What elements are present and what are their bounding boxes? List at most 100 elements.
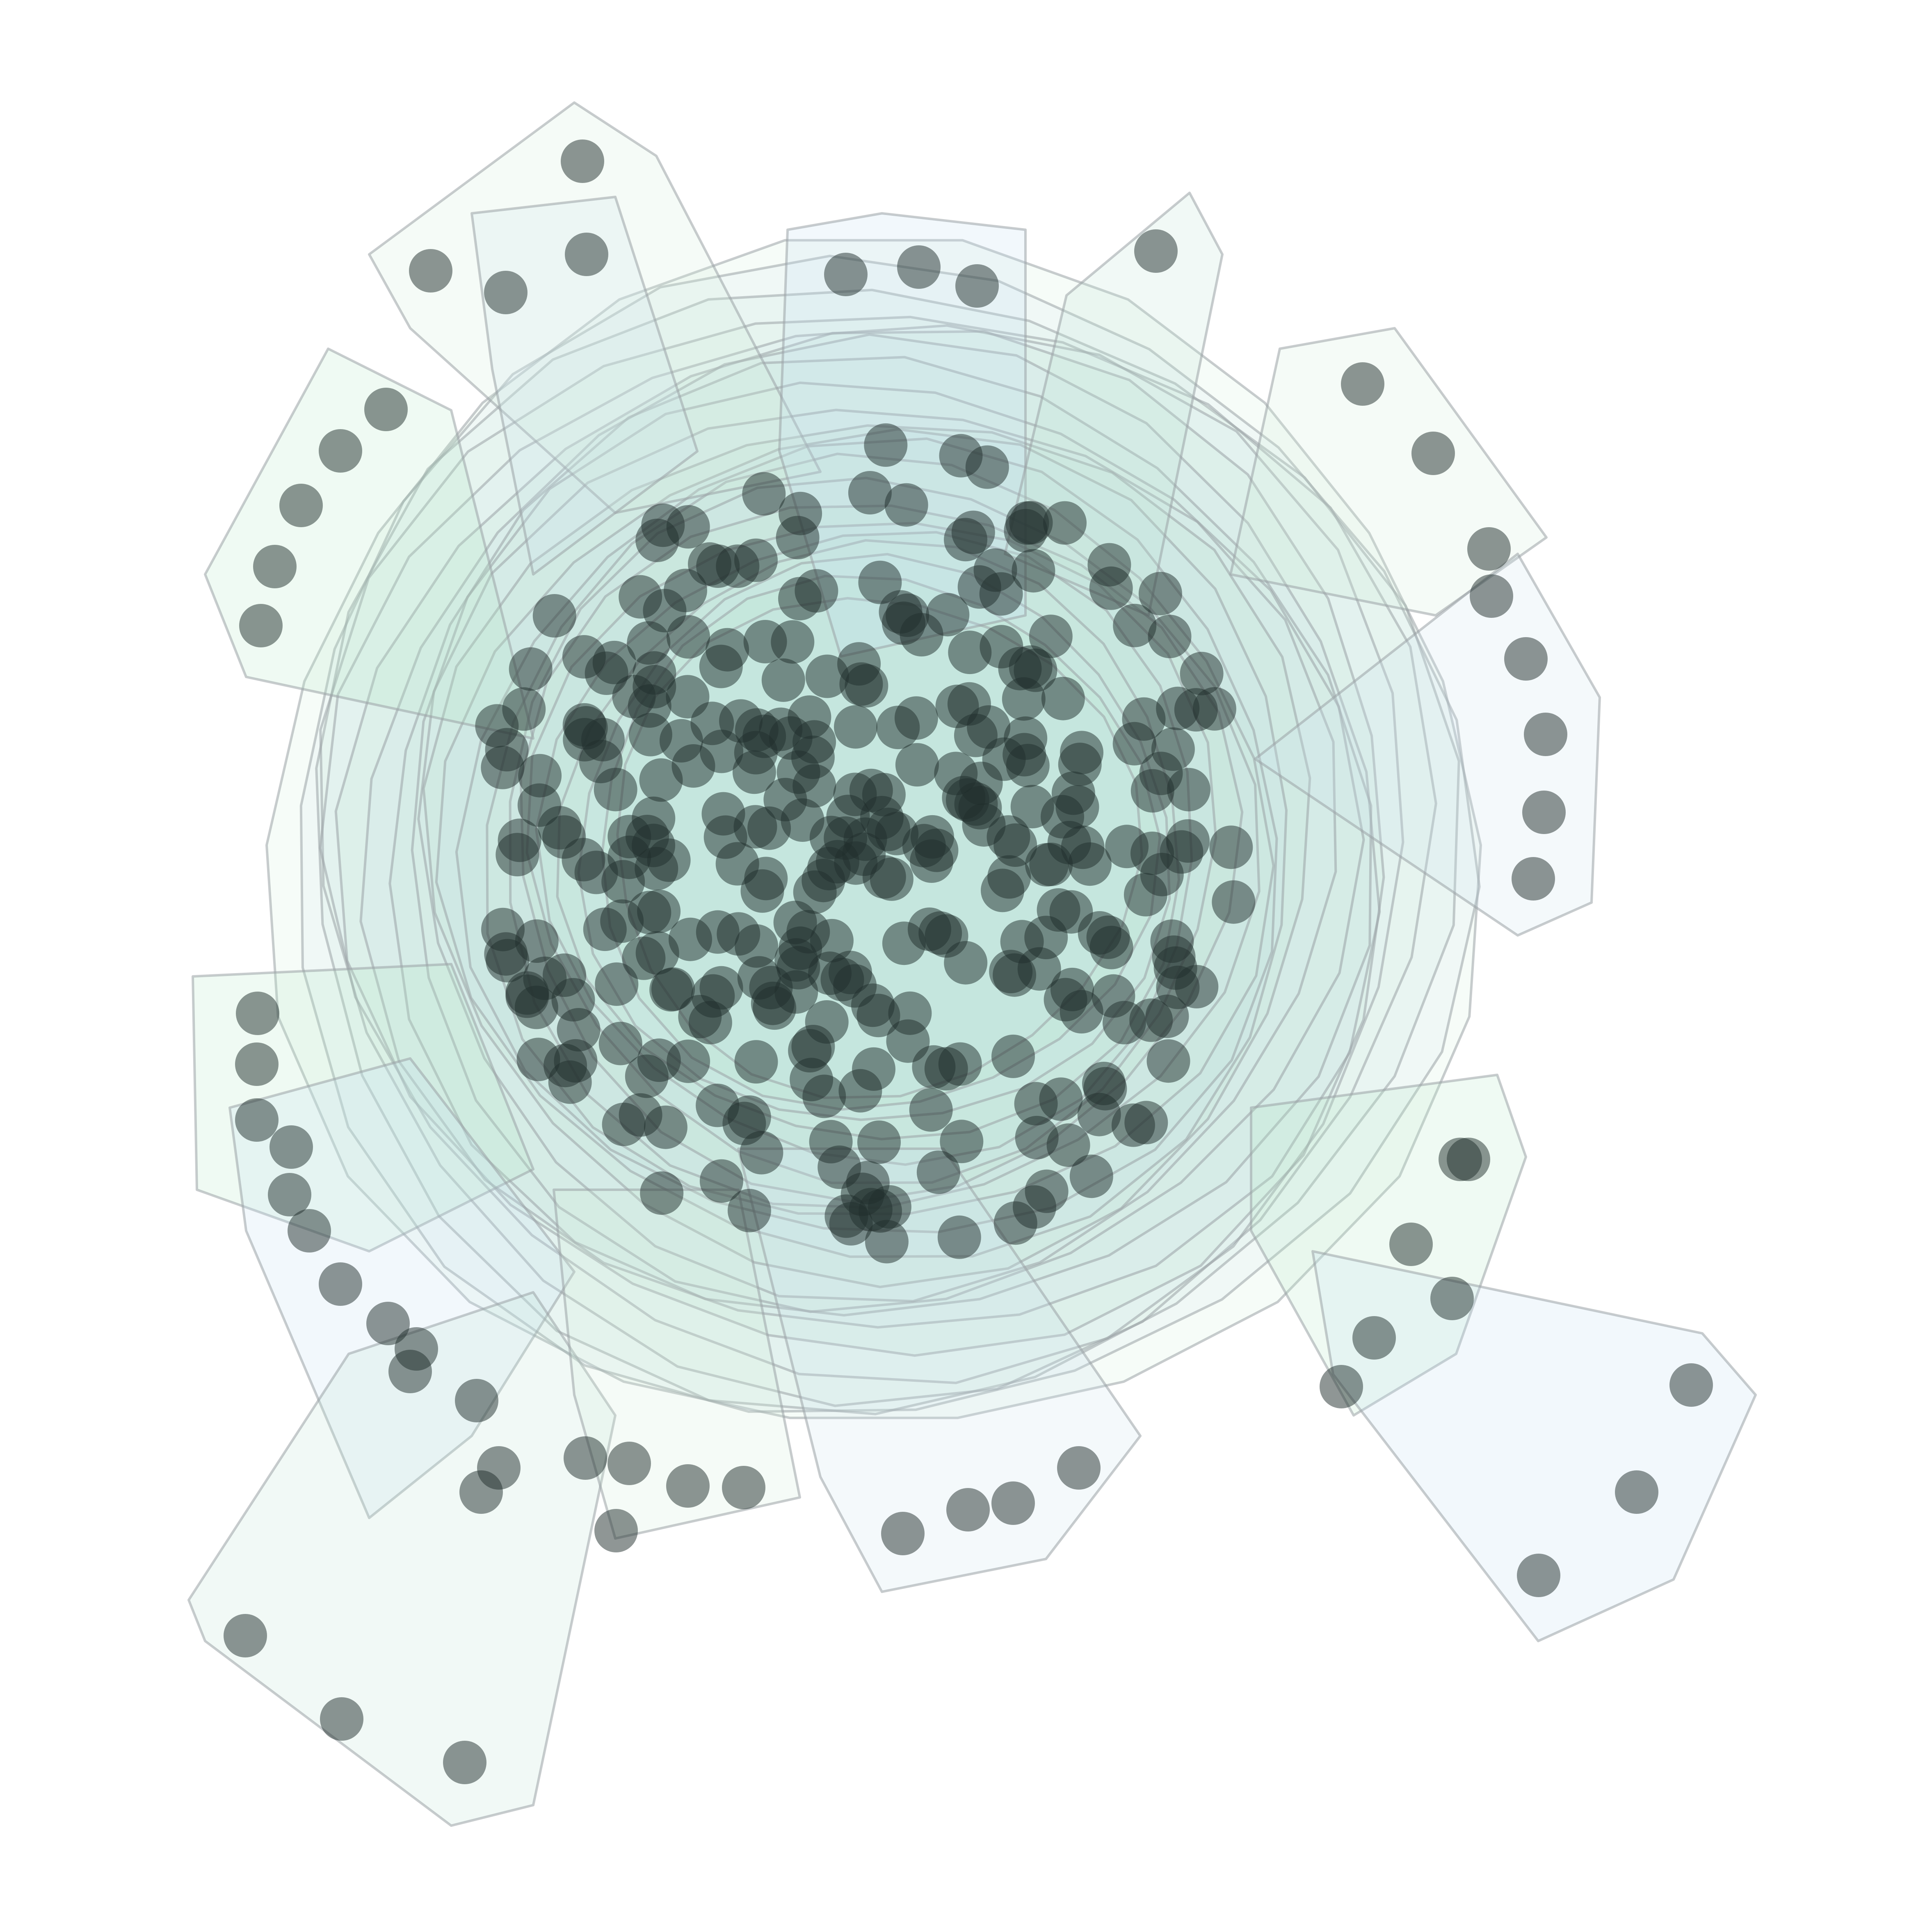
node [1051, 771, 1095, 815]
node [475, 704, 519, 748]
node [514, 985, 558, 1029]
node [1057, 1446, 1101, 1490]
node [959, 761, 1003, 805]
node [564, 1436, 607, 1480]
node [849, 1188, 893, 1232]
node [1447, 1138, 1490, 1181]
node [802, 1074, 846, 1118]
node [1113, 603, 1157, 647]
node [594, 768, 637, 811]
node [734, 1040, 778, 1084]
node [509, 647, 553, 691]
node [717, 912, 760, 956]
node [909, 1088, 953, 1132]
node [1102, 1001, 1146, 1045]
node [288, 1209, 331, 1253]
node [1043, 501, 1087, 545]
node [235, 1042, 279, 1086]
node [481, 907, 525, 951]
node [722, 1102, 766, 1145]
node [987, 815, 1030, 859]
node [268, 1173, 311, 1216]
group-hull [368, 101, 822, 514]
node [543, 953, 586, 997]
node [1041, 677, 1085, 720]
node [912, 1045, 956, 1089]
node [1009, 501, 1053, 545]
node [622, 936, 666, 980]
node [565, 233, 608, 276]
node [876, 706, 920, 750]
node [991, 1481, 1035, 1525]
node [562, 838, 605, 882]
node [1166, 819, 1210, 863]
node [632, 796, 676, 840]
node [773, 901, 817, 944]
node [619, 575, 662, 619]
node [583, 907, 627, 951]
node [236, 992, 279, 1035]
node [791, 1025, 835, 1068]
node [981, 869, 1024, 912]
node [1086, 915, 1130, 959]
node [781, 798, 824, 842]
node [601, 860, 645, 904]
node [732, 750, 776, 794]
node [628, 891, 671, 935]
node [666, 1464, 710, 1508]
node [955, 264, 999, 308]
node [625, 1054, 669, 1098]
node [484, 271, 528, 314]
node [1139, 752, 1183, 795]
node [1156, 965, 1200, 1009]
node [667, 615, 710, 659]
node [834, 705, 877, 749]
node [993, 1201, 1037, 1245]
node [1122, 697, 1166, 741]
node [1467, 527, 1511, 571]
node [239, 604, 283, 647]
node [839, 662, 883, 706]
node [279, 484, 323, 527]
node [838, 1069, 882, 1113]
node [824, 253, 868, 296]
node [1669, 1363, 1713, 1407]
node [598, 1022, 642, 1065]
node [778, 577, 822, 621]
node [628, 713, 672, 757]
node [1411, 432, 1455, 475]
node [269, 1125, 313, 1169]
node [1148, 615, 1192, 658]
node [1517, 1554, 1560, 1597]
node [884, 483, 928, 527]
node [1134, 229, 1178, 273]
node [727, 1189, 771, 1232]
node [753, 986, 797, 1030]
node [916, 1150, 960, 1194]
node [1389, 1223, 1433, 1266]
node [640, 1171, 684, 1215]
node [1512, 857, 1555, 901]
node [1010, 785, 1054, 829]
node [1012, 549, 1055, 593]
node [409, 249, 452, 293]
node [947, 682, 991, 726]
node [554, 1039, 598, 1083]
node [881, 1512, 925, 1555]
node [647, 838, 691, 882]
node [1003, 733, 1046, 777]
node [459, 1470, 503, 1514]
node [862, 855, 906, 899]
node [612, 675, 656, 718]
node [946, 1488, 990, 1531]
node [1068, 842, 1112, 886]
node [864, 423, 908, 467]
node [1352, 1316, 1396, 1360]
node [639, 758, 683, 802]
node [1615, 1470, 1658, 1514]
node [678, 995, 722, 1038]
node [235, 1098, 279, 1142]
node [635, 519, 679, 562]
node [886, 593, 929, 637]
